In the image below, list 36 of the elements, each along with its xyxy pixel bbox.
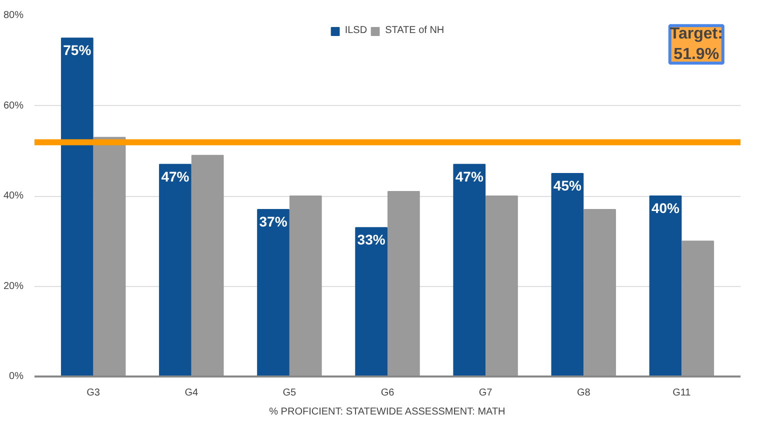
x-tick-label: G4	[184, 388, 198, 398]
data-label: 45%	[553, 177, 582, 194]
data-label: 47%	[455, 168, 484, 184]
legend-label: ILSD	[344, 25, 368, 36]
bar	[60, 38, 94, 376]
y-tick-label: 0%	[9, 371, 24, 382]
bar	[257, 209, 290, 376]
legend-label: STATE of NH	[385, 25, 444, 36]
y-tick-label: 60%	[3, 100, 24, 112]
data-label: 75%	[63, 42, 92, 58]
bar	[453, 164, 486, 376]
bar	[682, 240, 714, 376]
x-tick-label: G11	[672, 388, 692, 398]
x-tick-label: G7	[478, 388, 493, 398]
bar	[355, 227, 388, 376]
y-tick-label: 40%	[3, 190, 24, 202]
x-tick-label: G5	[282, 388, 297, 398]
data-label: 33%	[357, 232, 386, 248]
bar	[191, 154, 224, 376]
x-tick-label: G6	[380, 388, 395, 398]
x-tick-label: G3	[86, 388, 100, 398]
y-tick-label: 80%	[3, 10, 24, 21]
x-axis-title: % PROFICIENT: STATEWIDE ASSESSMENT: MATH	[269, 406, 506, 418]
bar	[93, 136, 126, 376]
y-tick-label: 20%	[3, 280, 24, 292]
bar	[289, 196, 322, 376]
bar	[551, 172, 584, 376]
bar	[649, 196, 682, 376]
bar	[159, 164, 192, 376]
data-label: 37%	[259, 214, 288, 230]
bar	[486, 196, 518, 376]
x-tick-label: G8	[576, 388, 591, 398]
data-label: 47%	[161, 168, 190, 184]
bar	[387, 190, 420, 376]
bar	[584, 209, 616, 376]
data-label: 40%	[651, 200, 680, 216]
